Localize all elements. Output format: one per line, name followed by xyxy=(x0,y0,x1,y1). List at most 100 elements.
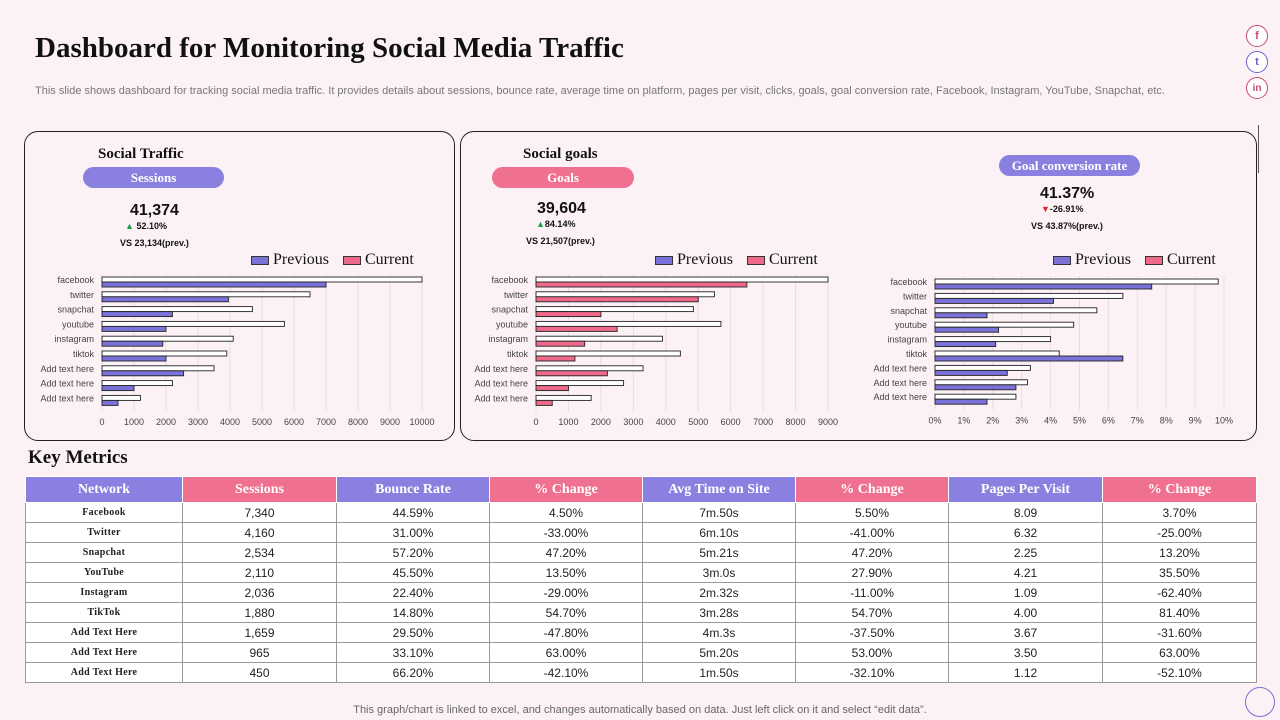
category-label: snapchat xyxy=(57,305,94,315)
facebook-icon[interactable]: f xyxy=(1246,25,1268,47)
category-label: twitter xyxy=(504,290,528,300)
sessions-pill[interactable]: Sessions xyxy=(83,167,224,188)
bar-current xyxy=(101,340,164,347)
category-label: tiktok xyxy=(507,349,529,359)
x-tick-label: 5000 xyxy=(252,417,272,427)
metric-cell: -29.00% xyxy=(489,582,643,603)
x-tick-label: 0 xyxy=(533,417,538,427)
metric-cell: 4.21 xyxy=(948,562,1103,583)
legend-current-swatch xyxy=(747,255,765,265)
table-row: Twitter 4,160 31.00% -33.00% 6m.10s -41.00% 6.… xyxy=(25,522,1257,543)
linkedin-icon[interactable]: in xyxy=(1246,77,1268,99)
chart-legend: Previous Current xyxy=(655,251,818,269)
metric-cell: 3.70% xyxy=(1102,502,1257,523)
bar-previous xyxy=(101,365,215,372)
x-tick-label: 9000 xyxy=(380,417,400,427)
bar-previous xyxy=(535,306,694,313)
x-tick-label: 7000 xyxy=(316,417,336,427)
traffic-bar-chart: 0 1000 2000 3000 4000 5000 6000 7000 8000 9000 100… xyxy=(40,274,435,427)
category-label: facebook xyxy=(890,277,927,287)
footer-note: This graph/chart is linked to excel, and… xyxy=(353,704,927,716)
metric-cell: -31.60% xyxy=(1102,622,1257,643)
metric-cell: 4,160 xyxy=(182,522,337,543)
metric-cell: -33.00% xyxy=(489,522,643,543)
legend-previous: Previous xyxy=(677,251,733,268)
metric-cell: 1m.50s xyxy=(642,662,796,683)
network-cell: Twitter xyxy=(25,522,183,543)
bar-current xyxy=(934,326,1000,333)
metric-cell: 6m.10s xyxy=(642,522,796,543)
legend-previous: Previous xyxy=(1075,251,1131,268)
category-label: Add text here xyxy=(40,393,94,403)
social-traffic-title: Social Traffic xyxy=(98,146,184,162)
bar-current xyxy=(101,370,185,377)
table-header-6: Pages Per Visit xyxy=(948,476,1103,503)
category-label: instagram xyxy=(54,334,94,344)
sessions-value: 41,374 xyxy=(130,202,179,219)
category-label: tiktok xyxy=(73,349,95,359)
category-label: Add text here xyxy=(474,393,528,403)
bar-previous xyxy=(535,365,644,372)
bar-previous xyxy=(934,350,1060,357)
bar-current xyxy=(535,311,602,318)
conversion-bar-chart: 0% 1% 2% 3% 4% 5% 6% 7% 8% 9% 10% facebook twitter sn… xyxy=(873,276,1233,426)
bar-current xyxy=(934,341,997,348)
metric-cell: 3m.0s xyxy=(642,562,796,583)
metric-cell: 13.20% xyxy=(1102,542,1257,563)
category-label: Add text here xyxy=(873,378,927,388)
x-tick-label: 5000 xyxy=(688,417,708,427)
slide-nav-circle[interactable] xyxy=(1245,687,1275,717)
table-row: Snapchat 2,534 57.20% 47.20% 5m.21s 47.20% 2.2… xyxy=(25,542,1257,563)
metric-cell: 66.20% xyxy=(336,662,490,683)
metric-cell: 63.00% xyxy=(1102,642,1257,663)
bar-previous xyxy=(934,307,1098,314)
metric-cell: -41.00% xyxy=(795,522,949,543)
metric-cell: -47.80% xyxy=(489,622,643,643)
x-tick-label: 2000 xyxy=(591,417,611,427)
chart-legend: Previous Current xyxy=(251,251,414,269)
table-row: TikTok 1,880 14.80% 54.70% 3m.28s 54.70% 4.00 8… xyxy=(25,602,1257,623)
metric-cell: 2,110 xyxy=(182,562,337,583)
key-metrics-title: Key Metrics xyxy=(28,447,128,468)
metric-cell: 5m.21s xyxy=(642,542,796,563)
x-tick-label: 6000 xyxy=(284,417,304,427)
category-label: tiktok xyxy=(906,349,928,359)
chart-legend: Previous Current xyxy=(1053,251,1216,269)
goals-pill[interactable]: Goals xyxy=(492,167,634,188)
x-tick-label: 6% xyxy=(1102,416,1115,426)
bar-previous xyxy=(101,350,228,357)
metric-cell: 54.70% xyxy=(489,602,643,623)
legend-current-swatch xyxy=(1145,255,1163,265)
x-tick-label: 9% xyxy=(1189,416,1202,426)
metric-cell: -42.10% xyxy=(489,662,643,683)
bar-current xyxy=(101,296,229,303)
metric-cell: 29.50% xyxy=(336,622,490,643)
metric-cell: 63.00% xyxy=(489,642,643,663)
sessions-change: ▲ 52.10% xyxy=(125,221,167,231)
goal-conversion-pill[interactable]: Goal conversion rate xyxy=(999,155,1140,176)
metric-cell: 8.09 xyxy=(948,502,1103,523)
bar-previous xyxy=(535,394,592,401)
x-tick-label: 7000 xyxy=(753,417,773,427)
x-tick-label: 9000 xyxy=(818,417,838,427)
x-tick-label: 2000 xyxy=(156,417,176,427)
x-tick-label: 3000 xyxy=(623,417,643,427)
metric-cell: 33.10% xyxy=(336,642,490,663)
metric-cell: 3m.28s xyxy=(642,602,796,623)
metric-cell: 1.09 xyxy=(948,582,1103,603)
bar-current xyxy=(535,370,608,377)
network-cell: Snapchat xyxy=(25,542,183,563)
category-label: Add text here xyxy=(873,392,927,402)
twitter-icon[interactable]: t xyxy=(1246,51,1268,73)
metric-cell: 2,036 xyxy=(182,582,337,603)
category-label: youtube xyxy=(62,319,94,329)
metric-cell: -52.10% xyxy=(1102,662,1257,683)
metric-cell: 4.50% xyxy=(489,502,643,523)
metric-cell: 5m.20s xyxy=(642,642,796,663)
bar-current xyxy=(934,398,988,405)
table-header-3: % Change xyxy=(489,476,643,503)
bar-current xyxy=(934,297,1054,304)
category-label: Add text here xyxy=(474,364,528,374)
metric-cell: 1,659 xyxy=(182,622,337,643)
metric-cell: 44.59% xyxy=(336,502,490,523)
